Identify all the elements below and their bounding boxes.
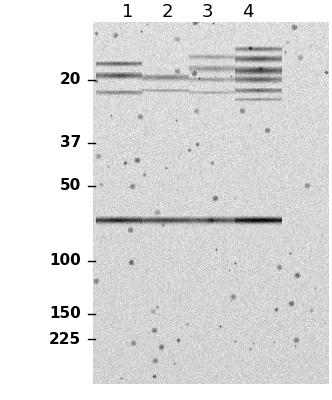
Text: 225: 225 xyxy=(49,332,81,347)
Text: 3: 3 xyxy=(202,3,213,21)
Text: 37: 37 xyxy=(60,135,81,150)
Text: 50: 50 xyxy=(60,178,81,194)
Text: 100: 100 xyxy=(49,253,81,268)
Bar xyxy=(93,23,329,384)
Text: 20: 20 xyxy=(60,72,81,87)
Text: 1: 1 xyxy=(122,3,133,21)
Text: 150: 150 xyxy=(49,306,81,321)
Text: 2: 2 xyxy=(162,3,173,21)
Text: 4: 4 xyxy=(242,3,253,21)
